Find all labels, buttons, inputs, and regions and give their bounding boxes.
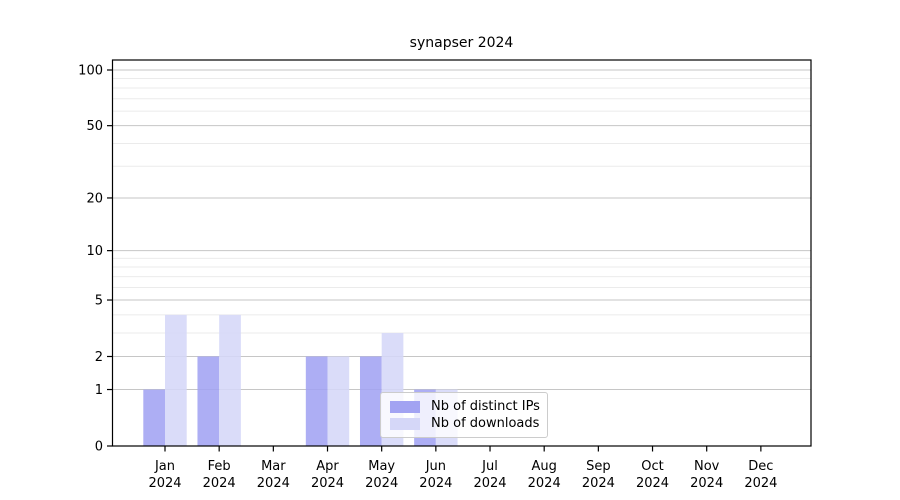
x-tick-label-year: 2024 (528, 476, 561, 491)
x-tick-label-year: 2024 (311, 476, 344, 491)
x-tick-label-year: 2024 (636, 476, 669, 491)
bar-nb-of-distinct-ips-feb (197, 356, 220, 446)
x-tick-label-month: May (368, 459, 395, 474)
bar-nb-of-distinct-ips-may (359, 356, 382, 446)
bar-nb-of-distinct-ips-apr (305, 356, 328, 446)
x-tick-label-year: 2024 (690, 476, 723, 491)
x-tick-label-month: Mar (261, 459, 286, 474)
legend-swatch-downloads (390, 417, 420, 430)
legend-row-distinct-ips: Nb of distinct IPs (390, 398, 540, 415)
y-tick-label: 0 (95, 440, 103, 455)
bar-nb-of-downloads-jan (165, 314, 187, 446)
x-tick-label-month: Nov (694, 459, 720, 474)
x-tick-label-month: Jul (481, 459, 498, 474)
legend-row-downloads: Nb of downloads (390, 415, 540, 432)
bar-nb-of-downloads-feb (219, 314, 241, 446)
y-tick-label: 20 (86, 191, 103, 206)
x-tick-label-month: Jan (154, 459, 175, 474)
x-tick-label-year: 2024 (203, 476, 236, 491)
x-tick-label-year: 2024 (744, 476, 777, 491)
x-tick-label-month: Apr (316, 459, 339, 474)
x-tick-label-month: Sep (586, 459, 611, 474)
x-tick-label-year: 2024 (473, 476, 506, 491)
y-tick-label: 10 (86, 244, 103, 259)
x-tick-label-year: 2024 (365, 476, 398, 491)
bar-nb-of-distinct-ips-jan (143, 389, 165, 446)
bar-nb-of-downloads-apr (327, 356, 350, 446)
x-tick-label-month: Aug (531, 459, 556, 474)
legend: Nb of distinct IPs Nb of downloads (380, 392, 548, 438)
y-tick-label: 2 (95, 350, 103, 365)
y-tick-label: 50 (86, 119, 103, 134)
x-tick-label-year: 2024 (257, 476, 290, 491)
legend-label-downloads: Nb of downloads (431, 416, 540, 431)
axis-frame (111, 59, 812, 447)
x-tick-label-year: 2024 (419, 476, 452, 491)
legend-swatch-distinct-ips (390, 400, 420, 413)
y-tick-label: 1 (95, 383, 103, 398)
chart-title: synapser 2024 (409, 35, 514, 51)
x-tick-label-month: Jun (425, 459, 446, 474)
x-tick-label-year: 2024 (148, 476, 181, 491)
x-tick-label-month: Feb (208, 459, 231, 474)
x-tick-label-month: Dec (748, 459, 773, 474)
x-tick-label-month: Oct (641, 459, 663, 474)
y-tick-label: 5 (95, 294, 103, 309)
x-tick-label-year: 2024 (582, 476, 615, 491)
legend-label-distinct-ips: Nb of distinct IPs (431, 399, 540, 414)
y-tick-label: 100 (78, 64, 103, 79)
